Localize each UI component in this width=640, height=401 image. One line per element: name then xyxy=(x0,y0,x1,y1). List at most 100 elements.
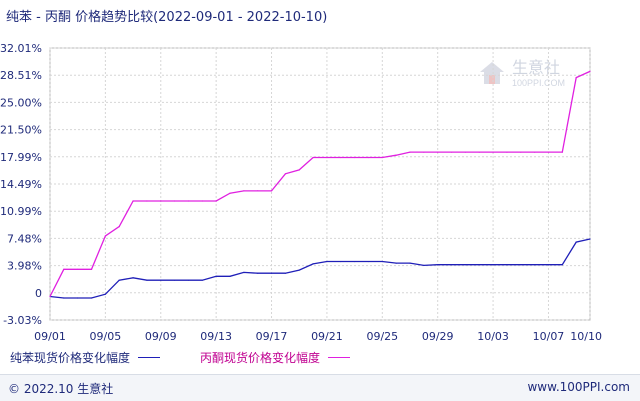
series xyxy=(49,70,591,299)
data-point xyxy=(132,277,134,279)
data-point xyxy=(450,151,453,153)
data-point xyxy=(174,279,176,281)
y-tick-label: 0 xyxy=(35,287,42,300)
x-tick-label: 09/21 xyxy=(311,330,343,343)
data-point xyxy=(409,151,411,153)
data-point xyxy=(284,173,286,175)
data-point xyxy=(118,279,120,281)
data-point xyxy=(270,190,273,192)
data-point xyxy=(77,268,79,270)
data-point xyxy=(534,151,536,153)
y-tick-label: 17.99% xyxy=(0,151,42,164)
y-tick-label: 32.01% xyxy=(0,42,42,55)
data-point xyxy=(534,264,536,266)
data-point xyxy=(437,264,439,266)
data-point xyxy=(118,226,120,228)
y-tick-label: 25.00% xyxy=(0,96,42,109)
data-point xyxy=(395,262,397,264)
data-point xyxy=(478,264,480,266)
y-tick-label: 3.98% xyxy=(7,260,42,273)
grid xyxy=(49,47,591,321)
data-point xyxy=(381,260,383,263)
legend-swatch-benzene xyxy=(138,357,161,358)
data-point xyxy=(575,76,577,79)
x-tick-label: 09/05 xyxy=(90,330,122,343)
data-point xyxy=(340,260,342,263)
footer-copyright: © 2022.10 生意社 xyxy=(8,382,114,396)
data-point xyxy=(201,279,203,281)
data-point xyxy=(561,264,563,266)
data-point xyxy=(464,151,466,153)
y-tick-label: 10.99% xyxy=(0,205,42,218)
data-point xyxy=(492,151,494,153)
data-point xyxy=(77,297,79,299)
y-tick-label: 21.50% xyxy=(0,124,42,137)
data-point xyxy=(257,190,259,192)
data-point xyxy=(409,262,411,264)
chart-plot: 生意社 100PPI.COM 32.01% 28.51% 25.00% 21.50% 1… xyxy=(0,42,602,343)
y-axis-ticks: 32.01% 28.51% 25.00% 21.50% 17.99% 14.49% 10.9… xyxy=(0,42,42,327)
data-point xyxy=(326,156,328,159)
x-tick-label: 10/07 xyxy=(533,330,565,343)
data-point xyxy=(187,279,190,281)
y-tick-label: 7.48% xyxy=(7,232,42,245)
data-point xyxy=(104,293,106,295)
data-point xyxy=(312,263,314,265)
x-tick-label: 09/09 xyxy=(145,330,177,343)
data-point xyxy=(160,200,162,202)
x-axis-ticks: 09/01 09/05 09/09 09/13 09/17 09/21 09/25 09/29… xyxy=(34,330,602,343)
series-line-acetone xyxy=(49,70,591,297)
data-point xyxy=(201,200,203,202)
data-point xyxy=(354,260,356,263)
data-point xyxy=(575,241,577,243)
data-point xyxy=(215,275,217,277)
data-point xyxy=(298,269,300,271)
data-point xyxy=(464,264,466,266)
data-point xyxy=(506,264,508,266)
watermark-domain: 100PPI.COM xyxy=(512,78,565,88)
legend-item-acetone: 丙酮现货价格变化幅度 xyxy=(200,349,351,366)
data-point xyxy=(257,272,259,274)
x-tick-label: 09/29 xyxy=(422,330,454,343)
data-point xyxy=(478,151,480,153)
data-point xyxy=(63,268,65,270)
y-tick-label: -3.03% xyxy=(3,314,42,327)
data-point xyxy=(215,200,217,202)
x-tick-label: 09/01 xyxy=(34,330,66,343)
data-point xyxy=(312,156,314,159)
data-point xyxy=(520,151,522,153)
data-point xyxy=(450,264,453,266)
data-point xyxy=(146,200,148,202)
data-point xyxy=(589,70,591,72)
watermark-house-door xyxy=(489,75,495,84)
data-point xyxy=(506,151,508,153)
x-tick-label: 10/03 xyxy=(477,330,509,343)
data-point xyxy=(547,264,550,266)
y-tick-label: 14.49% xyxy=(0,178,42,191)
x-tick-label: 09/13 xyxy=(200,330,232,343)
footer-bar: © 2022.10 生意社 www.100PPI.com xyxy=(0,374,640,401)
data-point xyxy=(381,156,383,159)
data-point xyxy=(104,235,106,237)
data-point xyxy=(243,190,245,192)
data-point xyxy=(437,151,439,153)
footer-url[interactable]: www.100PPI.com xyxy=(527,380,630,394)
series-line-benzene xyxy=(49,238,591,299)
data-point xyxy=(270,272,273,274)
data-point xyxy=(229,275,231,277)
data-point xyxy=(49,295,51,298)
data-point xyxy=(423,264,425,267)
data-point xyxy=(326,260,328,263)
data-point xyxy=(354,156,356,159)
data-point xyxy=(284,272,286,274)
data-point xyxy=(90,268,93,270)
data-point xyxy=(298,169,300,171)
data-point xyxy=(63,297,65,299)
legend-swatch-acetone xyxy=(328,357,351,358)
data-point xyxy=(160,279,162,281)
data-point xyxy=(174,200,176,202)
x-tick-label: 10/10 xyxy=(570,330,602,343)
data-point xyxy=(146,279,148,281)
data-point xyxy=(229,192,231,194)
x-tick-label: 09/17 xyxy=(256,330,288,343)
